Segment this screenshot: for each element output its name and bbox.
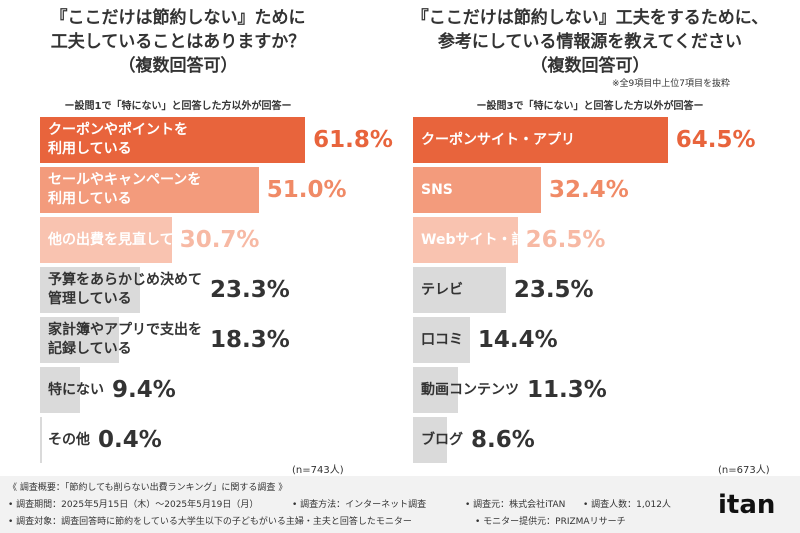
bar <box>40 217 172 263</box>
bar <box>413 317 470 363</box>
footer-item: • モニター提供元：PRIZMAリサーチ <box>475 517 626 527</box>
category-label: SNS <box>421 181 453 198</box>
bar <box>413 217 518 263</box>
value-label: 0.4% <box>98 427 162 453</box>
value-label: 51.0% <box>266 177 347 203</box>
footer-item: • 調査期間：2025年5月15日（木）～2025年5月19日（月） <box>8 500 259 510</box>
value-label: 30.7% <box>179 227 260 253</box>
category-label: 特にない <box>48 381 104 398</box>
category-label: テレビ <box>421 281 463 298</box>
chart-title: 『ここだけは節約しない』ために 工夫していることはありますか？ （複数回答可） <box>50 8 306 76</box>
category-label: ブログ <box>421 431 463 448</box>
bar <box>40 367 81 413</box>
bar <box>413 267 506 313</box>
value-label: 23.3% <box>210 277 290 303</box>
category-label: クーポンサイト・アプリ <box>421 131 575 148</box>
category-label: 口コミ <box>421 331 463 348</box>
bar <box>40 267 140 313</box>
footer-item: • 調査人数：1,012人 <box>583 500 671 510</box>
sample-size: (n=673人) <box>718 465 770 476</box>
category-label: 予算をあらかじめ決めて 管理している <box>48 272 202 307</box>
bar <box>40 167 259 213</box>
bar <box>40 117 306 163</box>
category-label: クーポンやポイントを 利用している <box>48 122 188 157</box>
bar <box>40 417 42 463</box>
footer-item: • 調査方法：インターネット調査 <box>292 500 427 510</box>
bar <box>413 417 447 463</box>
value-label: 11.3% <box>527 377 607 403</box>
footer <box>0 476 800 533</box>
value-label: 26.5% <box>525 227 606 253</box>
logo: itan <box>718 490 776 520</box>
bar <box>40 317 119 363</box>
bar <box>413 167 541 213</box>
note: ー設問1で「特にない」と回答した方以外が回答ー <box>64 101 292 112</box>
footer-item: • 調査対象：調査回答時に節約をしている大学生以下の子どもがいる主婦・主夫と回答… <box>8 517 412 527</box>
value-label: 64.5% <box>675 127 756 153</box>
footer-item: • 調査元：株式会社iTAN <box>465 500 566 510</box>
bar <box>413 367 458 413</box>
bar <box>413 117 668 163</box>
note: ー設問3で「特にない」と回答した方以外が回答ー <box>476 101 704 112</box>
category-label: 動画コンテンツ <box>421 381 519 398</box>
category-label: セールやキャンペーンを 利用している <box>48 172 202 207</box>
value-label: 14.4% <box>477 327 558 353</box>
footer-heading: 《 調査概要：「節約しても削らない出費ランキング」に関する調査 》 <box>8 483 288 493</box>
value-label: 8.6% <box>471 427 535 453</box>
sample-size: (n=743人) <box>292 465 344 476</box>
category-label: 他の出費を見直している <box>48 231 202 248</box>
category-label: その他 <box>48 431 90 448</box>
annotation: ※全9項目中上位7項目を抜粋 <box>612 79 730 89</box>
value-label: 9.4% <box>112 377 176 403</box>
value-label: 23.5% <box>513 277 594 303</box>
category-label: Webサイト・記事 <box>421 231 540 248</box>
value-label: 32.4% <box>548 177 629 203</box>
category-label: 家計簿やアプリで支出を 記録している <box>48 322 202 357</box>
value-label: 18.3% <box>210 327 290 353</box>
value-label: 61.8% <box>313 127 393 153</box>
chart-title: 『ここだけは節約しない』工夫をするために、 参考にしている情報源を教えてください… <box>411 8 769 76</box>
